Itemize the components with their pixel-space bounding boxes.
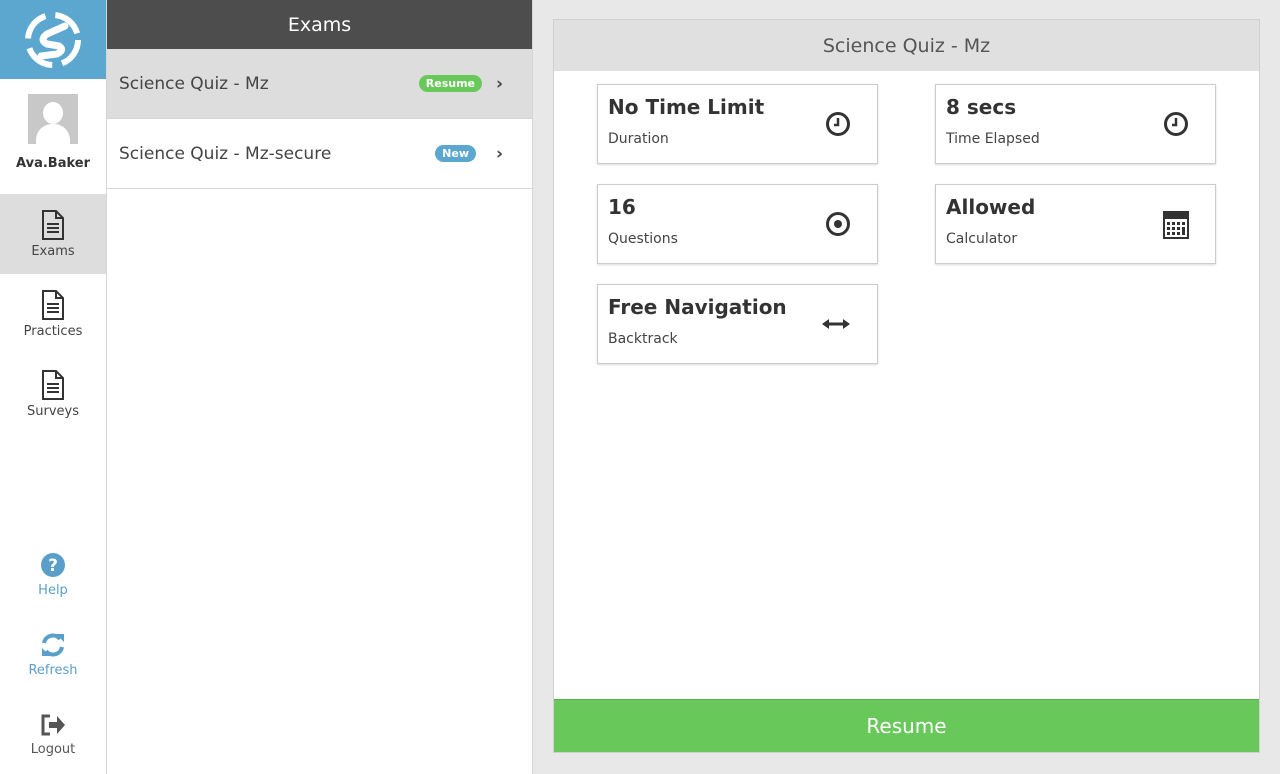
- status-badge: New: [435, 145, 476, 162]
- calculator-icon: [1163, 211, 1189, 239]
- logout-icon: [41, 714, 65, 736]
- help-button[interactable]: ? Help: [0, 540, 106, 610]
- nav-practices[interactable]: Practices: [0, 274, 106, 354]
- nav-exams[interactable]: Exams: [0, 194, 106, 274]
- logo: [0, 0, 106, 79]
- card-value: No Time Limit: [608, 95, 765, 119]
- logout-label: Logout: [30, 742, 76, 757]
- card-label: Calculator: [946, 231, 1018, 247]
- exam-list-item[interactable]: Science Quiz - Mz-secure New ›: [107, 119, 532, 189]
- card-label: Questions: [608, 231, 678, 247]
- questions-card: 16 Questions: [597, 184, 878, 264]
- exam-detail-title: Science Quiz - Mz: [554, 20, 1259, 71]
- card-value: 16: [608, 195, 636, 219]
- sidebar: Ava.Baker Exams Practices Surveys ? Help…: [0, 0, 107, 774]
- exam-title: Science Quiz - Mz: [119, 73, 269, 94]
- document-icon: [42, 209, 64, 240]
- list-title: Exams: [107, 0, 532, 49]
- avatar: [28, 94, 78, 144]
- help-label: Help: [38, 583, 68, 598]
- card-value: Allowed: [946, 195, 1036, 219]
- time-elapsed-card: 8 secs Time Elapsed: [935, 84, 1216, 164]
- clock-icon: [1164, 112, 1188, 136]
- dot-circle-icon: [826, 212, 850, 236]
- user-profile: Ava.Baker: [0, 79, 106, 194]
- card-value: 8 secs: [946, 95, 1017, 119]
- chevron-right-icon: ›: [496, 73, 504, 94]
- clock-icon: [826, 112, 850, 136]
- exam-title: Science Quiz - Mz-secure: [119, 143, 332, 164]
- refresh-icon: [42, 633, 64, 657]
- calculator-card: Allowed Calculator: [935, 184, 1216, 264]
- logout-button[interactable]: Logout: [0, 700, 106, 770]
- username: Ava.Baker: [16, 156, 90, 171]
- card-value: Free Navigation: [608, 295, 787, 319]
- card-label: Time Elapsed: [946, 131, 1040, 147]
- question-circle-icon: ?: [41, 553, 65, 577]
- resume-button[interactable]: Resume: [554, 699, 1259, 752]
- nav-label: Practices: [23, 323, 83, 339]
- nav-label: Surveys: [27, 403, 79, 419]
- svg-text:?: ?: [48, 556, 58, 576]
- card-label: Backtrack: [608, 331, 678, 347]
- nav-surveys[interactable]: Surveys: [0, 354, 106, 434]
- exam-list-panel: Exams Science Quiz - Mz Resume › Science…: [107, 0, 533, 774]
- card-label: Duration: [608, 131, 669, 147]
- status-badge: Resume: [418, 75, 482, 92]
- duration-card: No Time Limit Duration: [597, 84, 878, 164]
- logo-icon: [25, 11, 81, 68]
- document-icon: [42, 289, 64, 320]
- arrows-horizontal-icon: [822, 319, 850, 329]
- nav-label: Exams: [31, 243, 75, 259]
- chevron-right-icon: ›: [496, 143, 504, 164]
- exam-detail-panel: Science Quiz - Mz No Time Limit Duration…: [553, 19, 1260, 753]
- refresh-label: Refresh: [28, 663, 78, 678]
- document-icon: [42, 369, 64, 400]
- backtrack-card: Free Navigation Backtrack: [597, 284, 878, 364]
- exam-list-item[interactable]: Science Quiz - Mz Resume ›: [107, 49, 532, 119]
- refresh-button[interactable]: Refresh: [0, 620, 106, 690]
